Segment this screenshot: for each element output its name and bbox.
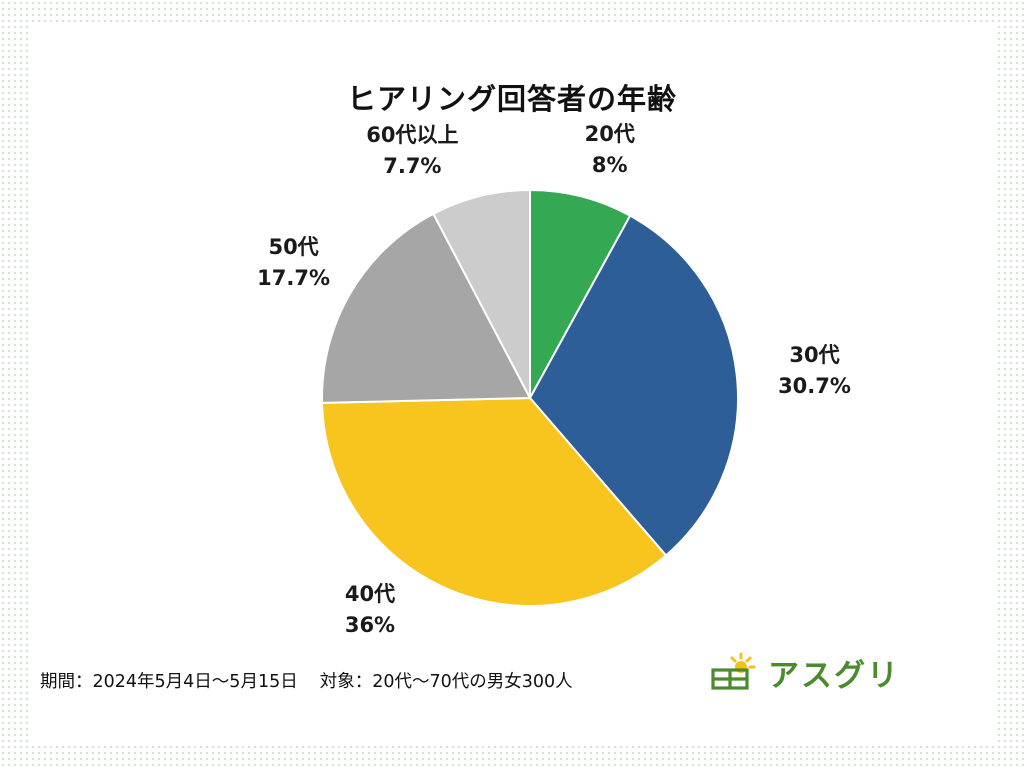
pie-slice-3 bbox=[321, 396, 668, 607]
slice-label-3: 40代 36% bbox=[345, 579, 395, 641]
slice-label-4: 50代 17.7% bbox=[257, 232, 330, 294]
slice-category-label: 20代 bbox=[584, 121, 635, 146]
footnote: 期間：2024年5月4日〜5月15日 対象：20代〜70代の男女300人 bbox=[40, 668, 573, 693]
logo-text: アスグリ bbox=[768, 657, 900, 694]
pie-slice-5 bbox=[431, 188, 531, 399]
slice-value-label: 17.7% bbox=[257, 266, 330, 291]
pie-slice-1 bbox=[529, 188, 632, 399]
slice-category-label: 60代以上 bbox=[366, 123, 459, 148]
slice-value-label: 30.7% bbox=[778, 373, 851, 398]
brand-logo: アスグリ bbox=[710, 650, 900, 694]
slice-value-label: 36% bbox=[344, 613, 396, 638]
chart-title: ヒアリング回答者の年齢 bbox=[346, 82, 677, 116]
sun-field-icon bbox=[711, 652, 756, 690]
pie-slice-4 bbox=[321, 212, 532, 404]
slice-label-1: 20代 8% bbox=[585, 119, 635, 181]
pie-slice-2 bbox=[528, 214, 739, 557]
slice-label-2: 30代 30.7% bbox=[778, 340, 851, 402]
footnote-target: 対象：20代〜70代の男女300人 bbox=[319, 672, 573, 692]
slice-label-5: 60代以上 7.7% bbox=[366, 120, 458, 182]
slice-value-label: 7.7% bbox=[383, 154, 442, 179]
slice-value-label: 8% bbox=[591, 152, 628, 177]
slice-category-label: 50代 bbox=[268, 235, 319, 260]
slice-category-label: 30代 bbox=[789, 342, 840, 367]
slice-category-label: 40代 bbox=[344, 582, 396, 607]
footnote-period: 期間：2024年5月4日〜5月15日 bbox=[40, 672, 298, 692]
